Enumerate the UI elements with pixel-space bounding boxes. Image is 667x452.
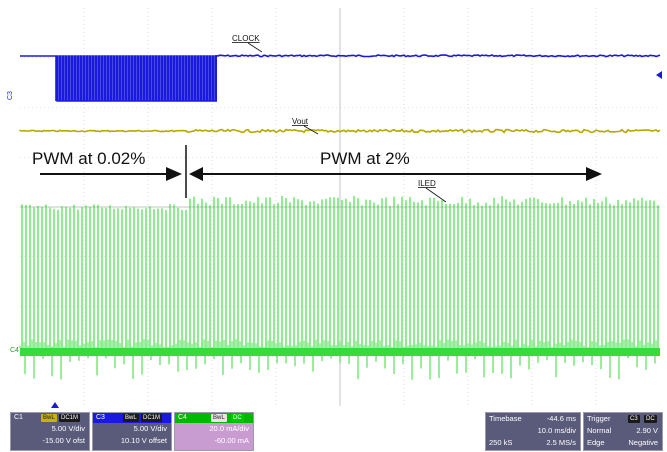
iled-label-leader: [425, 187, 447, 203]
c4-coupling-tag: DC: [231, 414, 244, 422]
trigger-mode: Normal: [587, 426, 612, 435]
c1-offset: -15.00 V ofst: [42, 436, 85, 445]
c3-offset-marker[interactable]: C3: [7, 91, 14, 100]
pwm-low-arrow: [40, 167, 182, 181]
timebase-sample-rate: 2.5 MS/s: [546, 438, 576, 447]
c3-clock-trace: [20, 54, 661, 102]
c1-vout-trace: [19, 128, 661, 134]
c1-scale: 5.00 V/div: [51, 424, 85, 433]
trigger-coupling-tag: DC: [644, 415, 657, 423]
scope-display: CLOCK Vout ILED PWM at 0.02% PWM at 2% C…: [7, 8, 662, 408]
c1-coupling-tag: DC1M: [59, 414, 81, 422]
c4-scale: 20.0 mA/div: [209, 424, 249, 433]
vout-label: Vout: [292, 117, 309, 126]
trigger-level: 2.90 V: [636, 426, 658, 435]
timebase-title: Timebase: [489, 414, 522, 423]
clock-label: CLOCK: [232, 34, 260, 43]
c1-bandwidth-tag: BwL: [41, 414, 57, 422]
channel-c1-name: C1: [14, 414, 23, 421]
c3-bandwidth-tag: BwL: [123, 414, 139, 422]
trigger-channel-tag: C3: [628, 415, 640, 423]
trigger-panel[interactable]: Trigger C3 DC Normal 2.90 V Edge Negativ…: [583, 412, 663, 451]
c4-iled-spikes: [24, 356, 656, 380]
trigger-title: Trigger: [587, 414, 611, 423]
pwm-low-annotation: PWM at 0.02%: [32, 149, 145, 168]
trigger-position-marker[interactable]: [51, 402, 59, 408]
pwm-high-arrow: [189, 167, 602, 181]
channel-c4-name: C4: [178, 414, 187, 421]
c4-iled-noise: [19, 339, 659, 348]
timebase-samples: 250 kS: [489, 438, 513, 447]
timebase-panel[interactable]: Timebase -44.6 ms 10.0 ms/div 250 kS 2.5…: [485, 412, 581, 451]
c3-offset: 10.10 V offset: [120, 436, 167, 445]
pwm-high-annotation: PWM at 2%: [320, 149, 410, 168]
c4-offset: -60.00 mA: [214, 436, 249, 445]
c3-coupling-tag: DC1M: [141, 414, 163, 422]
channel-c4-panel[interactable]: C4 BwL DC 20.0 mA/div -60.00 mA: [174, 412, 254, 451]
channel-c1-panel[interactable]: C1 BwL DC1M 5.00 V/div -15.00 V ofst: [10, 412, 90, 451]
c4-iled-trace: [19, 196, 660, 380]
timebase-position: -44.6 ms: [546, 414, 576, 423]
timebase-scale: 10.0 ms/div: [537, 426, 576, 435]
vout-label-leader: [303, 125, 319, 135]
waveform-traces: [19, 54, 661, 380]
iled-label: ILED: [418, 179, 436, 188]
trigger-slope: Negative: [628, 438, 658, 447]
channel-c3-panel[interactable]: C3 BwL DC1M 5.00 V/div 10.10 V offset: [92, 412, 172, 451]
c4-bandwidth-tag: BwL: [211, 414, 227, 422]
trigger-type: Edge: [587, 438, 605, 447]
channel-c3-name: C3: [96, 414, 105, 421]
trigger-level-marker[interactable]: [656, 71, 662, 79]
c3-scale: 5.00 V/div: [133, 424, 167, 433]
clock-label-leader: [247, 42, 263, 53]
c4-iled-pulses: [21, 196, 659, 348]
c4-offset-marker[interactable]: C4: [10, 347, 19, 354]
